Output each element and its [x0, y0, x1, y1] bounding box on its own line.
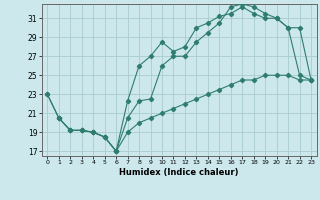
X-axis label: Humidex (Indice chaleur): Humidex (Indice chaleur)	[119, 168, 239, 177]
